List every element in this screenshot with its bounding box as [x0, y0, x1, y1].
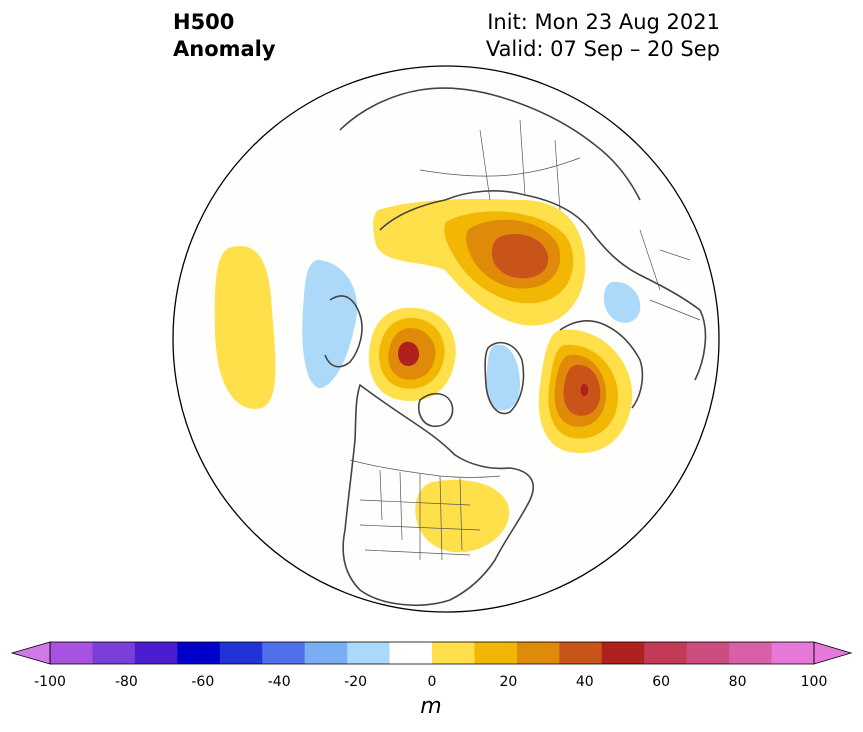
colorbar-extend-low — [10, 641, 51, 665]
border-us-states-2 — [359, 499, 481, 556]
colorbar-segment — [347, 642, 391, 664]
map-title: H500 Anomaly — [173, 9, 276, 63]
coastline-asia-north — [339, 87, 641, 201]
coastline-hudson-bay — [417, 392, 454, 428]
colorbar-tick-label: 60 — [652, 674, 671, 690]
colorbar-segment — [686, 642, 730, 664]
anomaly-fills — [214, 199, 641, 553]
anomaly-alaska-negative — [302, 260, 358, 389]
anomaly-atlantic-peak — [580, 383, 589, 396]
colorbar-segment — [432, 642, 475, 664]
forecast-info: Init: Mon 23 Aug 2021 Valid: 07 Sep – 20… — [486, 9, 720, 63]
globe-boundary — [172, 65, 720, 613]
colorbar — [10, 641, 853, 665]
colorbar-segment — [50, 642, 93, 664]
border-russia — [419, 119, 581, 211]
country-borders — [349, 119, 701, 561]
colorbar-tick-label: -60 — [191, 674, 215, 690]
colorbar-frame — [49, 641, 815, 665]
colorbar-segment — [219, 642, 263, 664]
init-date: Init: Mon 23 Aug 2021 — [487, 10, 720, 34]
border-europe — [639, 229, 701, 321]
coastline-eurasia — [379, 190, 707, 381]
colorbar-tick-label: -20 — [344, 674, 368, 690]
colorbar-unit-label: m — [420, 694, 442, 719]
colorbar-tick-label: 40 — [575, 674, 594, 690]
colorbar-extend-high — [813, 641, 853, 665]
colorbar-segment — [516, 642, 560, 664]
anomaly-pacific — [214, 245, 276, 409]
colorbar-segment — [474, 642, 518, 664]
colorbar-segment — [559, 642, 603, 664]
anomaly-europe-negative — [603, 281, 641, 323]
anomaly-greenland-negative — [486, 344, 520, 411]
colorbar-segment — [389, 642, 433, 664]
colorbar-tick-label: 20 — [499, 674, 518, 690]
coastline-europe — [559, 320, 644, 409]
colorbar-segment — [601, 642, 645, 664]
coastlines — [324, 87, 707, 606]
polar-map — [172, 65, 720, 613]
anomaly-eastern-us — [415, 479, 510, 553]
colorbar-segment — [177, 642, 221, 664]
anomaly-eurasia-core — [491, 234, 549, 279]
coastline-north-america — [342, 383, 534, 606]
colorbar-segment — [771, 642, 815, 664]
colorbar-tick-label: -40 — [267, 674, 291, 690]
colorbar-segment — [304, 642, 348, 664]
colorbar-tick-label: 80 — [728, 674, 747, 690]
anomaly-canada-core — [398, 341, 420, 366]
colorbar-tick-label: 100 — [800, 674, 828, 690]
colorbar-segment — [92, 642, 136, 664]
colorbar-segment — [729, 642, 773, 664]
coastline-greenland — [484, 341, 525, 415]
colorbar-segment — [262, 642, 306, 664]
colorbar-tick-label: -80 — [114, 674, 138, 690]
colorbar-tick-label: -100 — [34, 674, 66, 690]
valid-period: Valid: 07 Sep – 20 Sep — [485, 37, 720, 61]
border-us-canada — [349, 459, 501, 478]
colorbar-segment — [134, 642, 178, 664]
title-type: Anomaly — [173, 37, 276, 61]
coastline-alaska — [324, 295, 363, 368]
colorbar-segment — [644, 642, 688, 664]
title-variable: H500 — [173, 10, 235, 34]
border-us-states-1 — [379, 469, 463, 561]
colorbar-tick-label: 0 — [427, 674, 437, 690]
colorbar-segments — [10, 641, 853, 665]
